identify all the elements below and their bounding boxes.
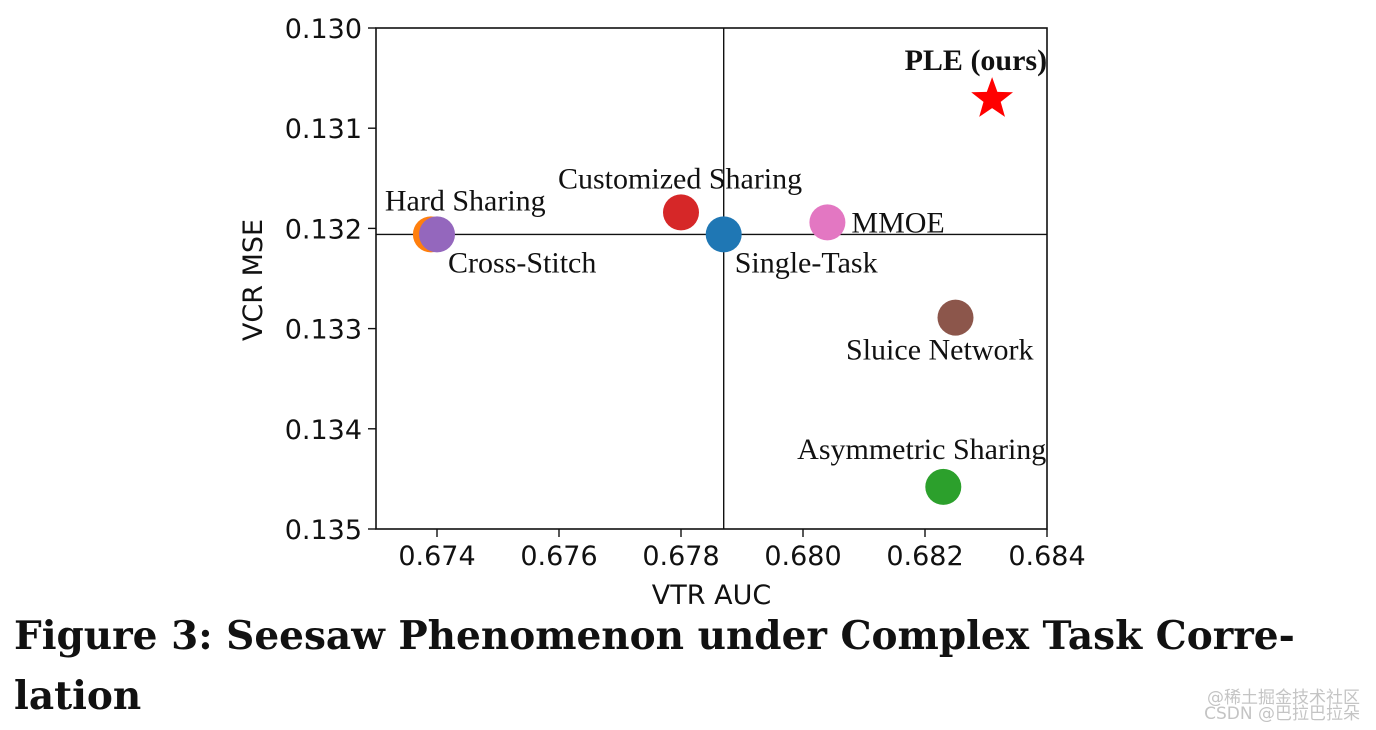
- x-tick-label: 0.678: [642, 541, 719, 572]
- x-tick-label: 0.684: [1008, 541, 1085, 572]
- x-axis-ticks: 0.674 0.676 0.678 0.680 0.682 0.684: [398, 529, 1086, 572]
- scatter-chart: 0.674 0.676 0.678 0.680 0.682 0.684 0.1300.13…: [238, 14, 1086, 606]
- figure-caption: Figure 3: Seesaw Phenomenon under Comple…: [14, 606, 1364, 726]
- caption-line-1: Figure 3: Seesaw Phenomenon under Comple…: [14, 613, 1295, 659]
- x-tick-label: 0.674: [398, 541, 475, 572]
- watermark-line-1: @稀土掘金技术社区: [1207, 688, 1360, 708]
- marker-cross-stitch: [419, 216, 455, 253]
- data-markers: [412, 77, 1013, 505]
- caption-line-2: lation: [14, 673, 142, 719]
- x-axis-label: VTR AUC: [652, 580, 771, 606]
- label-customized-sharing: Customized Sharing: [558, 162, 802, 195]
- label-ple-ours: PLE (ours): [905, 44, 1048, 77]
- x-tick-label: 0.676: [520, 541, 597, 572]
- x-tick-label: 0.682: [886, 541, 963, 572]
- plot-frame: [375, 27, 1048, 530]
- label-sluice-network: Sluice Network: [846, 334, 1033, 367]
- marker-sluice-network: [937, 299, 974, 336]
- marker-asymmetric-sharing: [925, 468, 962, 505]
- label-mmoe: MMOE: [851, 206, 944, 239]
- y-tick-label: 0.132: [285, 214, 362, 245]
- label-asymmetric-sharing: Asymmetric Sharing: [797, 433, 1046, 466]
- label-cross-stitch: Cross-Stitch: [448, 246, 596, 279]
- y-tick-label: 0.135: [285, 515, 362, 546]
- y-axis-ticks: 0.130 0.131 0.132 0.133 0.134 0.135: [285, 14, 376, 546]
- marker-customized-sharing: [663, 194, 699, 231]
- y-tick-label: 0.130: [285, 14, 362, 45]
- y-tick-label: 0.134: [285, 415, 362, 446]
- y-tick-label: 0.131: [285, 114, 362, 145]
- marker-ple-ours: [971, 77, 1013, 117]
- x-tick-label: 0.680: [764, 541, 841, 572]
- marker-single-task: [705, 216, 742, 253]
- marker-mmoe: [809, 204, 846, 241]
- label-hard-sharing: Hard Sharing: [385, 184, 546, 217]
- y-tick-label: 0.133: [285, 315, 362, 346]
- label-single-task: Single-Task: [735, 246, 878, 279]
- data-labels: Hard Sharing Cross-Stitch Customized Shari…: [385, 44, 1047, 466]
- y-axis-label: VCR MSE: [238, 219, 269, 341]
- watermark-line-2: CSDN @巴拉巴拉朵: [1204, 704, 1360, 724]
